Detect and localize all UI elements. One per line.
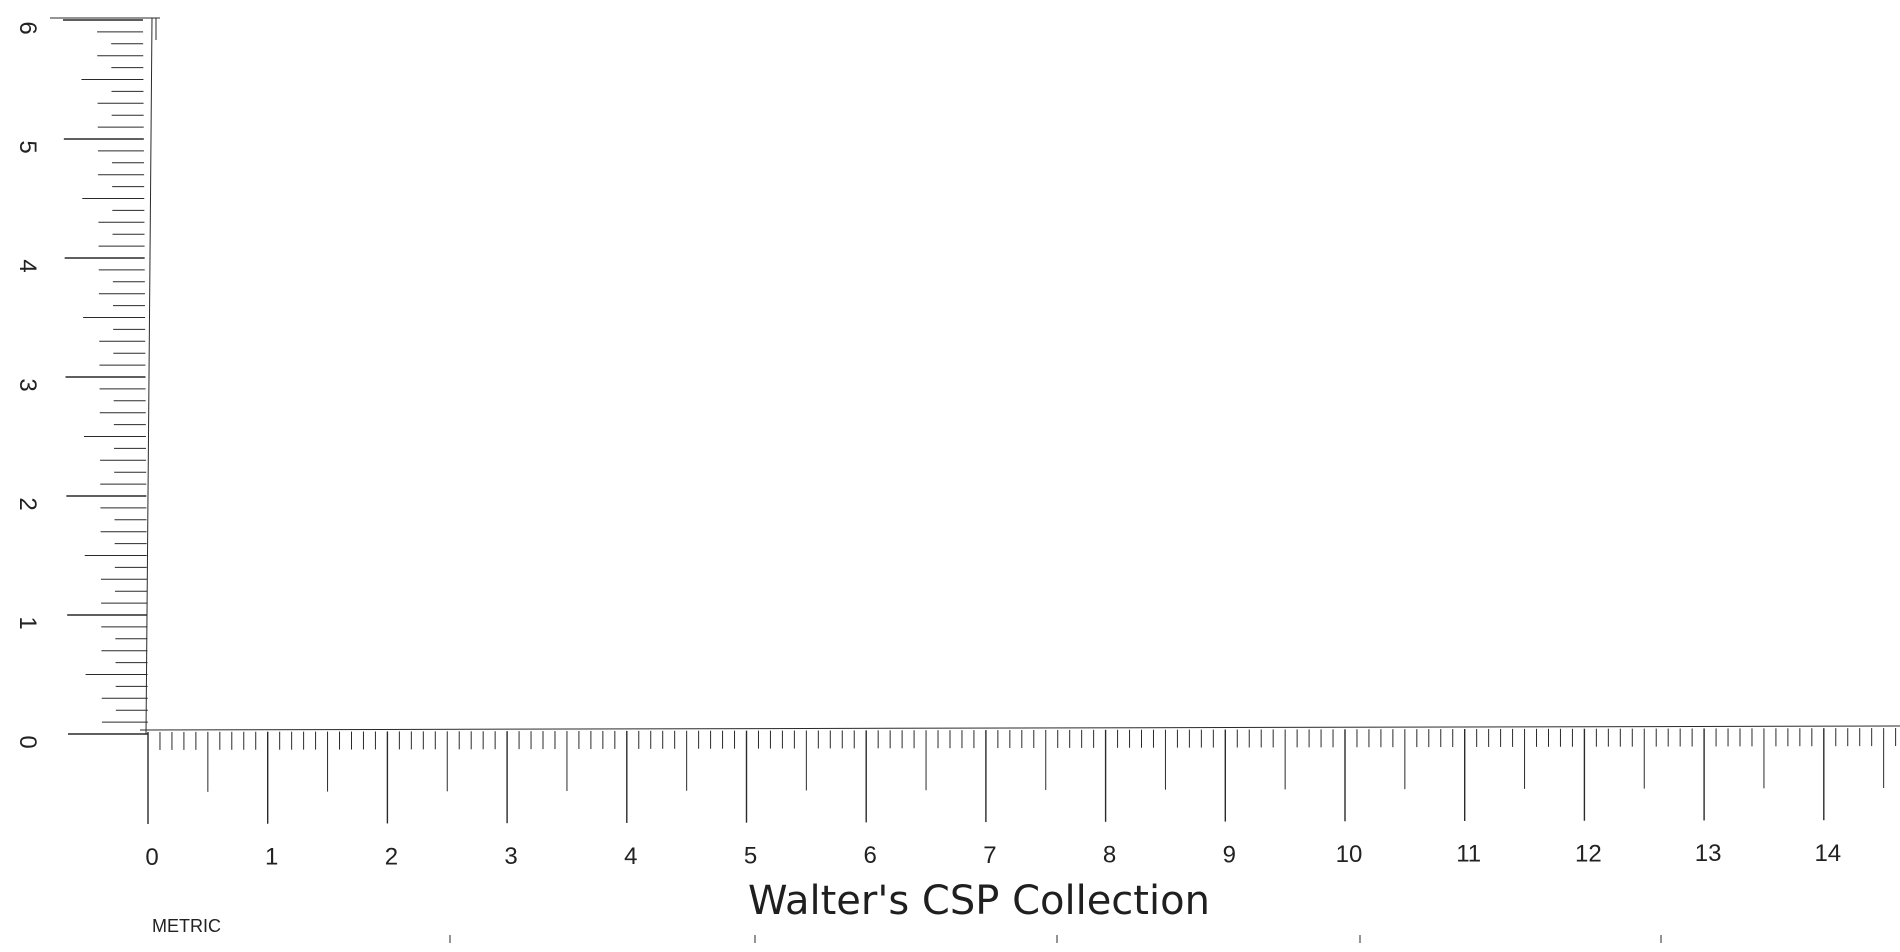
- collection-title: Walter's CSP Collection: [748, 878, 1210, 924]
- vertical-ruler-labels: 0 1 2 3 4 5 6: [14, 21, 41, 748]
- metric-label: METRIC: [152, 916, 221, 936]
- tick-label: 0: [14, 735, 41, 748]
- tick-label: 7: [983, 842, 996, 869]
- horizontal-ruler-ticks: [139, 725, 1900, 824]
- tick-label: 6: [864, 842, 877, 869]
- tick-label: 4: [14, 259, 41, 272]
- tick-label: 3: [504, 843, 517, 870]
- tick-label: 9: [1223, 841, 1236, 868]
- tick-label: 4: [624, 843, 637, 870]
- tick-label: 5: [14, 140, 41, 153]
- tick-label: 0: [145, 844, 158, 871]
- tick-label: 11: [1456, 841, 1481, 868]
- tick-label: 3: [14, 378, 41, 391]
- tick-label: 10: [1336, 841, 1363, 868]
- tick-label: 2: [385, 843, 398, 870]
- tick-label: 2: [14, 497, 41, 510]
- tick-label: 8: [1103, 842, 1116, 869]
- horizontal-ruler-labels: 0 1 2 3 4 5 6 7 8 9 10 11 12 13 14: [145, 840, 1841, 871]
- tick-label: 13: [1695, 840, 1722, 867]
- tick-label: 6: [14, 21, 41, 34]
- tick-label: 14: [1814, 840, 1841, 867]
- vertical-ruler-ticks: [50, 17, 160, 735]
- tick-label: 5: [744, 843, 757, 870]
- tick-label: 1: [14, 616, 41, 629]
- tick-label: 12: [1575, 840, 1602, 867]
- horizontal-ruler-baseline: [139, 725, 1900, 731]
- bottom-edge-marks: [449, 935, 1662, 943]
- tick-label: 1: [265, 844, 278, 871]
